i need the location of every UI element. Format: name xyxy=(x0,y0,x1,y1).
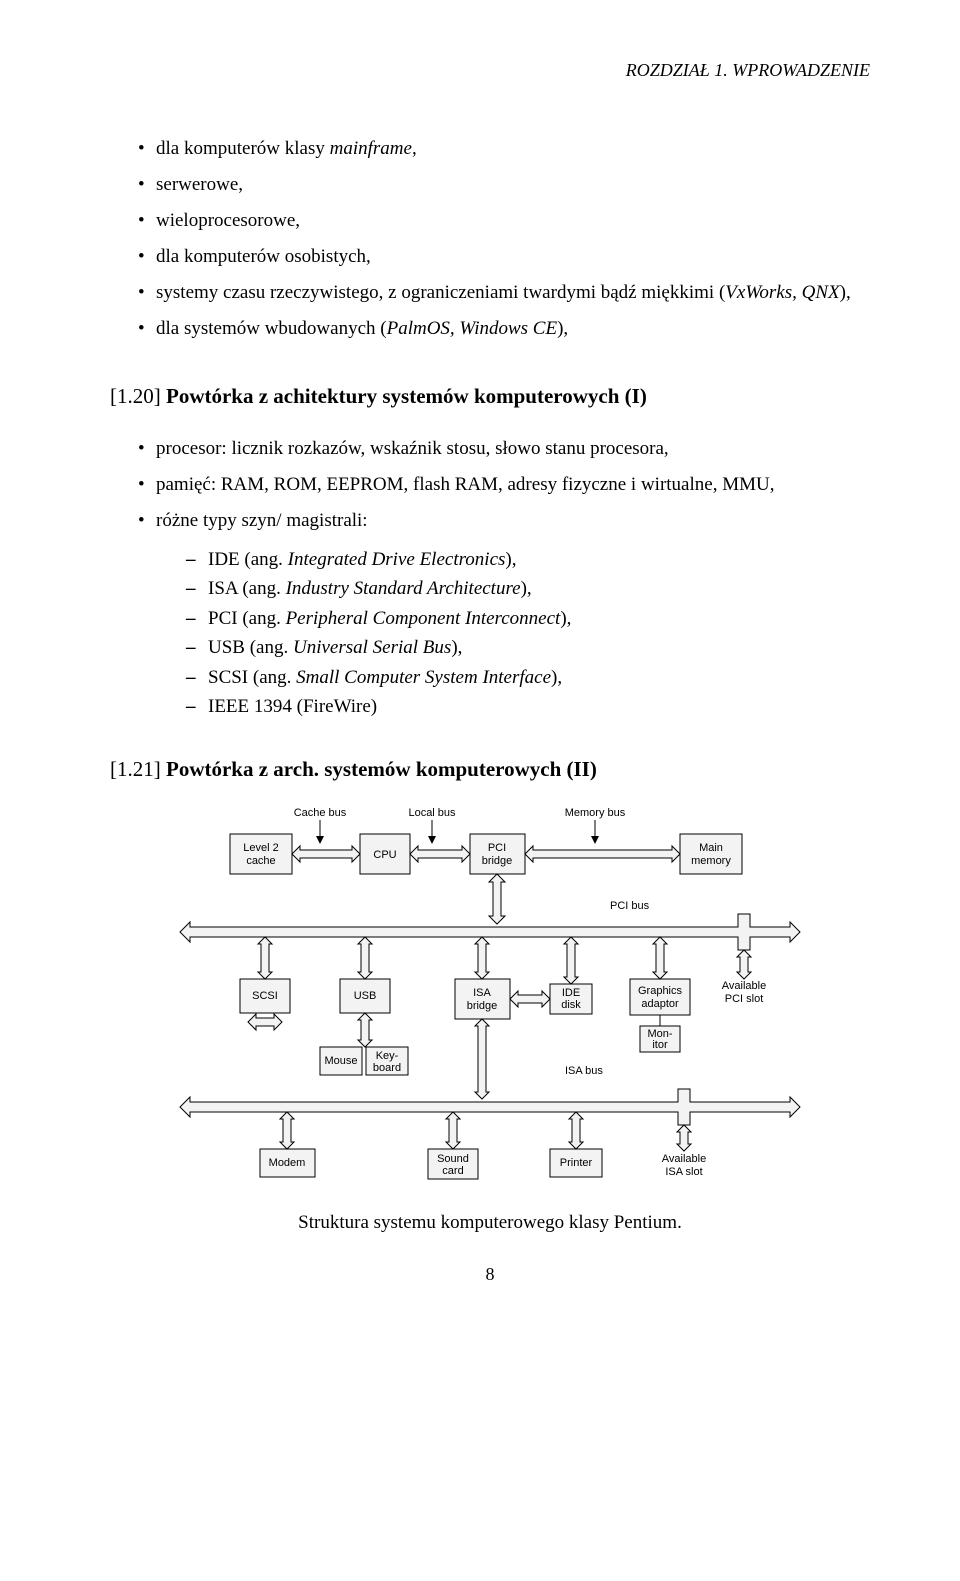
heading-prefix: [1.21] xyxy=(110,757,166,781)
text-italic: Small Computer System Interface xyxy=(296,667,551,688)
block-isa-bridge-b: bridge xyxy=(467,1000,498,1012)
block-isa-bridge-a: ISA xyxy=(473,987,491,999)
block-isa-slot-a: Available xyxy=(662,1153,706,1165)
heading-prefix: [1.20] xyxy=(110,384,166,408)
block-pci-bridge-a: PCI xyxy=(488,842,506,854)
running-header: ROZDZIAŁ 1. WPROWADZENIE xyxy=(110,60,870,81)
block-pci-slot-a: Available xyxy=(722,980,766,992)
list-item: dla systemów wbudowanych (PalmOS, Window… xyxy=(138,311,870,347)
text: ), xyxy=(551,667,562,688)
page-number: 8 xyxy=(110,1264,870,1285)
text: ), xyxy=(557,318,568,339)
text: różne typy szyn/ magistrali: xyxy=(156,510,368,531)
text-italic: Universal Serial Bus xyxy=(293,637,451,658)
list-item: serwerowe, xyxy=(138,167,870,203)
architecture-diagram: Cache bus Local bus Memory bus Level 2 c… xyxy=(170,804,810,1234)
section-heading-1: [1.20] Powtórka z achitektury systemów k… xyxy=(110,384,870,409)
text: dla komputerów klasy xyxy=(156,138,330,159)
list-section-1: dla komputerów klasy mainframe, serwerow… xyxy=(110,131,870,348)
block-sound-a: Sound xyxy=(437,1153,469,1165)
block-scsi: SCSI xyxy=(252,990,278,1002)
text: USB (ang. xyxy=(208,637,293,658)
label-cache-bus: Cache bus xyxy=(294,807,347,819)
block-keyboard-b: board xyxy=(373,1062,401,1074)
block-monitor-b: itor xyxy=(652,1039,668,1051)
text: , xyxy=(412,138,417,159)
heading-title: Powtórka z arch. systemów komputerowych … xyxy=(166,757,597,781)
text: ), xyxy=(521,578,532,599)
block-l2-cache-b: cache xyxy=(246,855,275,867)
block-ide-a: IDE xyxy=(562,987,580,999)
block-usb: USB xyxy=(354,990,377,1002)
text-italic: PalmOS, Windows CE xyxy=(387,318,557,339)
list-item: dla komputerów klasy mainframe, xyxy=(138,131,870,167)
block-main-memory-a: Main xyxy=(699,842,723,854)
list-section-2: procesor: licznik rozkazów, wskaźnik sto… xyxy=(110,431,870,722)
text: PCI (ang. xyxy=(208,608,286,629)
text: IDE (ang. xyxy=(208,549,288,570)
text: ), xyxy=(560,608,571,629)
text-italic: mainframe xyxy=(330,138,412,159)
block-cpu: CPU xyxy=(373,849,396,861)
text-italic: Integrated Drive Electronics xyxy=(288,549,506,570)
text: systemy czasu rzeczywistego, z ogranicze… xyxy=(156,282,725,303)
block-l2-cache-a: Level 2 xyxy=(243,842,278,854)
text: ISA (ang. xyxy=(208,578,286,599)
list-item: ISA (ang. Industry Standard Architecture… xyxy=(186,574,870,603)
figure-caption: Struktura systemu komputerowego klasy Pe… xyxy=(170,1212,810,1234)
block-mouse: Mouse xyxy=(324,1055,357,1067)
block-main-memory-b: memory xyxy=(691,855,731,867)
text: ), xyxy=(451,637,462,658)
list-item: USB (ang. Universal Serial Bus), xyxy=(186,633,870,662)
text: ), xyxy=(840,282,851,303)
heading-title: Powtórka z achitektury systemów komputer… xyxy=(166,384,647,408)
list-item: pamięć: RAM, ROM, EEPROM, flash RAM, adr… xyxy=(138,467,870,503)
list-item: wieloprocesorowe, xyxy=(138,203,870,239)
block-printer: Printer xyxy=(560,1157,593,1169)
text-italic: Industry Standard Architecture xyxy=(286,578,521,599)
label-pci-bus: PCI bus xyxy=(610,900,650,912)
block-keyboard-a: Key- xyxy=(376,1050,399,1062)
list-item: IEEE 1394 (FireWire) xyxy=(186,692,870,721)
list-item: różne typy szyn/ magistrali: IDE (ang. I… xyxy=(138,503,870,722)
block-sound-b: card xyxy=(442,1165,463,1177)
block-ide-b: disk xyxy=(561,999,581,1011)
text: dla systemów wbudowanych ( xyxy=(156,318,387,339)
label-local-bus: Local bus xyxy=(408,807,456,819)
label-isa-bus: ISA bus xyxy=(565,1065,603,1077)
text-italic: Peripheral Component Interconnect xyxy=(286,608,561,629)
sub-list: IDE (ang. Integrated Drive Electronics),… xyxy=(156,545,870,722)
label-memory-bus: Memory bus xyxy=(565,807,626,819)
block-pci-bridge-b: bridge xyxy=(482,855,513,867)
block-gfx-b: adaptor xyxy=(641,998,679,1010)
list-item: PCI (ang. Peripheral Component Interconn… xyxy=(186,604,870,633)
block-gfx-a: Graphics xyxy=(638,985,683,997)
list-item: systemy czasu rzeczywistego, z ogranicze… xyxy=(138,275,870,311)
list-item: SCSI (ang. Small Computer System Interfa… xyxy=(186,663,870,692)
text: SCSI (ang. xyxy=(208,667,296,688)
block-modem: Modem xyxy=(269,1157,306,1169)
text: ), xyxy=(505,549,516,570)
block-pci-slot-b: PCI slot xyxy=(725,993,764,1005)
list-item: IDE (ang. Integrated Drive Electronics), xyxy=(186,545,870,574)
text-italic: VxWorks, QNX xyxy=(725,282,839,303)
list-item: dla komputerów osobistych, xyxy=(138,239,870,275)
list-item: procesor: licznik rozkazów, wskaźnik sto… xyxy=(138,431,870,467)
section-heading-2: [1.21] Powtórka z arch. systemów kompute… xyxy=(110,757,870,782)
block-isa-slot-b: ISA slot xyxy=(665,1166,702,1178)
